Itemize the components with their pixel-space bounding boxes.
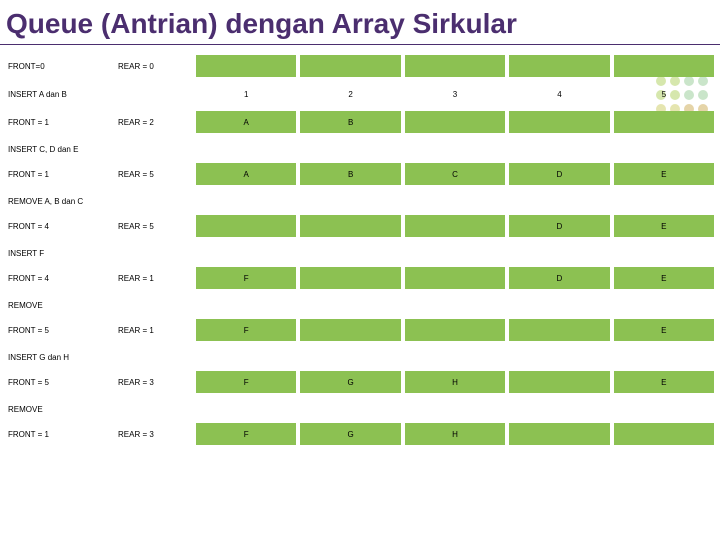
- operation-label: INSERT A dan B: [6, 83, 116, 105]
- array-cell: G: [300, 371, 400, 393]
- state-row: FRONT = 5REAR = 3FGH E: [6, 371, 714, 393]
- array-cells: FE: [196, 319, 714, 341]
- array-cell: [300, 267, 400, 289]
- front-label: FRONT = 5: [6, 371, 116, 393]
- index-cell: 2: [300, 83, 400, 105]
- array-cells: [196, 55, 714, 77]
- array-cell: D: [509, 267, 609, 289]
- array-cells: AB: [196, 111, 714, 133]
- rear-label: REAR = 1: [116, 319, 196, 341]
- array-cell: E: [614, 371, 714, 393]
- array-cell: C: [405, 163, 505, 185]
- state-row: FRONT = 1REAR = 5ABCDE: [6, 163, 714, 185]
- state-row: FRONT = 1REAR = 3FGH: [6, 423, 714, 445]
- rear-label: REAR = 3: [116, 371, 196, 393]
- rear-label: REAR = 2: [116, 111, 196, 133]
- array-cell: [509, 55, 609, 77]
- rear-label: REAR = 5: [116, 215, 196, 237]
- array-cell: F: [196, 423, 296, 445]
- array-cell: [509, 371, 609, 393]
- array-cell: F: [196, 371, 296, 393]
- array-cell: [509, 423, 609, 445]
- array-cell: [300, 215, 400, 237]
- array-cells: ABCDE: [196, 163, 714, 185]
- operation-label: REMOVE: [6, 399, 714, 419]
- front-label: FRONT = 4: [6, 215, 116, 237]
- array-cell: [196, 55, 296, 77]
- array-cell: [614, 55, 714, 77]
- array-cells: DE: [196, 215, 714, 237]
- front-label: FRONT = 1: [6, 163, 116, 185]
- array-cells: FGH E: [196, 371, 714, 393]
- array-cell: D: [509, 163, 609, 185]
- array-cell: [300, 319, 400, 341]
- operation-label: REMOVE: [6, 295, 714, 315]
- front-label: FRONT = 1: [6, 111, 116, 133]
- array-cell: H: [405, 423, 505, 445]
- array-cell: E: [614, 215, 714, 237]
- array-cell: H: [405, 371, 505, 393]
- index-cell: 1: [196, 83, 296, 105]
- array-cell: F: [196, 267, 296, 289]
- state-row: FRONT=0REAR = 0: [6, 55, 714, 77]
- rear-label: REAR = 0: [116, 55, 196, 77]
- array-cell: B: [300, 111, 400, 133]
- state-row: FRONT = 5REAR = 1FE: [6, 319, 714, 341]
- spacer: [116, 83, 196, 105]
- array-cell: D: [509, 215, 609, 237]
- operation-label: INSERT G dan H: [6, 347, 714, 367]
- array-cell: [405, 215, 505, 237]
- array-cell: A: [196, 163, 296, 185]
- rear-label: REAR = 1: [116, 267, 196, 289]
- array-cell: [405, 267, 505, 289]
- front-label: FRONT = 5: [6, 319, 116, 341]
- array-cell: [614, 423, 714, 445]
- state-row: FRONT = 1REAR = 2AB: [6, 111, 714, 133]
- array-cell: [614, 111, 714, 133]
- rear-label: REAR = 3: [116, 423, 196, 445]
- state-row: FRONT = 4REAR = 5DE: [6, 215, 714, 237]
- front-label: FRONT=0: [6, 55, 116, 77]
- array-cells: FGH: [196, 423, 714, 445]
- array-cells: F DE: [196, 267, 714, 289]
- array-cell: E: [614, 319, 714, 341]
- index-cells: 12345: [196, 83, 714, 105]
- array-cell: B: [300, 163, 400, 185]
- array-cell: G: [300, 423, 400, 445]
- rear-label: REAR = 5: [116, 163, 196, 185]
- array-cell: [405, 55, 505, 77]
- array-cell: A: [196, 111, 296, 133]
- index-cell: 5: [614, 83, 714, 105]
- operation-label: REMOVE A, B dan C: [6, 191, 714, 211]
- array-cell: [405, 111, 505, 133]
- array-cell: E: [614, 163, 714, 185]
- index-cell: 3: [405, 83, 505, 105]
- array-cell: [509, 319, 609, 341]
- page-title: Queue (Antrian) dengan Array Sirkular: [0, 0, 720, 45]
- array-cell: [196, 215, 296, 237]
- queue-steps: FRONT=0REAR = 0INSERT A dan B12345FRONT …: [0, 55, 720, 445]
- array-cell: F: [196, 319, 296, 341]
- index-row: INSERT A dan B 12345: [6, 83, 714, 105]
- array-cell: [300, 55, 400, 77]
- operation-label: INSERT C, D dan E: [6, 139, 714, 159]
- state-row: FRONT = 4REAR = 1F DE: [6, 267, 714, 289]
- index-cell: 4: [509, 83, 609, 105]
- front-label: FRONT = 4: [6, 267, 116, 289]
- array-cell: E: [614, 267, 714, 289]
- front-label: FRONT = 1: [6, 423, 116, 445]
- array-cell: [405, 319, 505, 341]
- operation-label: INSERT F: [6, 243, 714, 263]
- array-cell: [509, 111, 609, 133]
